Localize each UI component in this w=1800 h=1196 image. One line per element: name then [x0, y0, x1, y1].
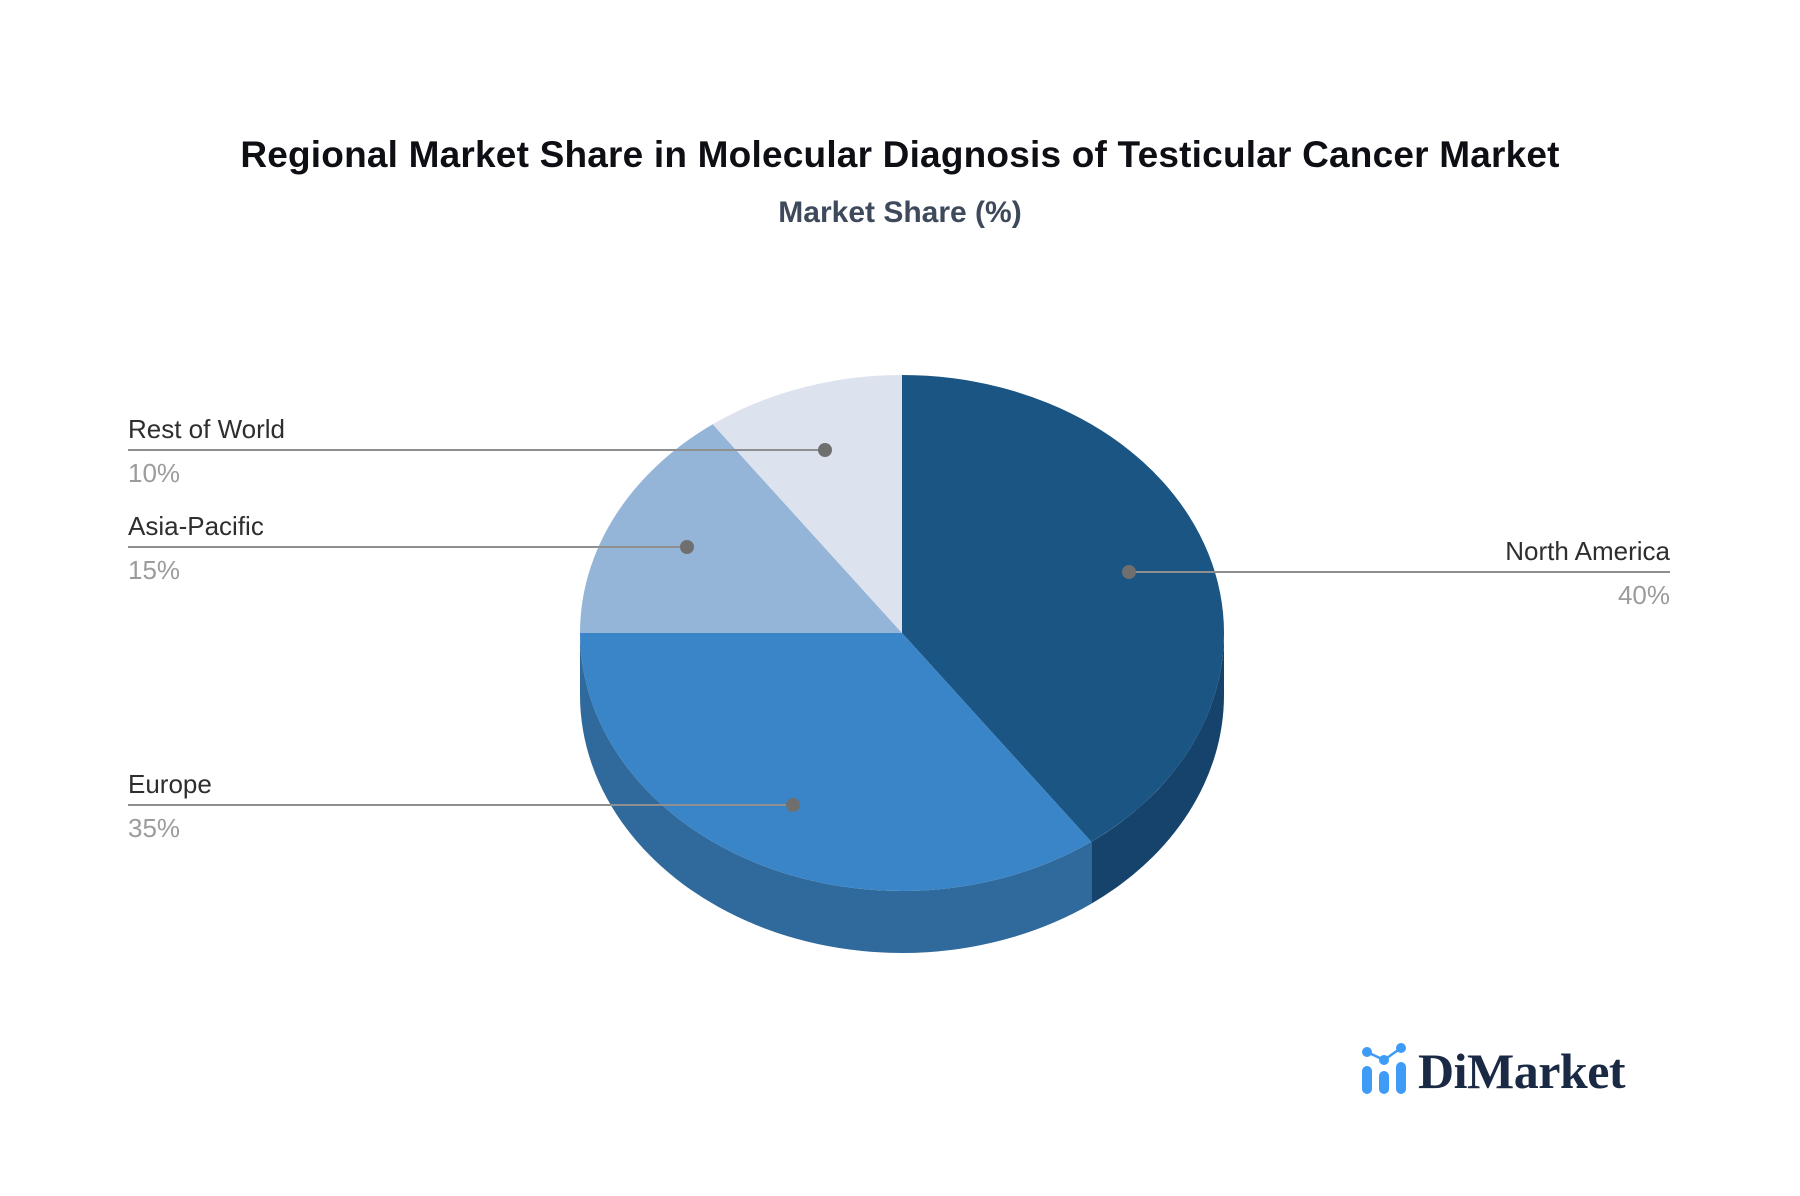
slice-label-europe: Europe [128, 769, 212, 799]
leader-line-north-america [1129, 571, 1670, 573]
leader-dot-asia-pacific [680, 540, 694, 554]
dimarket-logo-text: DiMarket [1418, 1043, 1626, 1099]
leader-line-asia-pacific [128, 546, 687, 548]
pie-slice-north-america[interactable] [902, 375, 1225, 842]
bar-line-chart-icon [1362, 1043, 1406, 1094]
slice-label-north-america: North America [1505, 536, 1670, 566]
leader-line-europe [128, 804, 793, 806]
leader-line-rest-of-world [128, 449, 825, 451]
dimarket-logo: DiMarket [1360, 1038, 1680, 1108]
leader-dot-north-america [1122, 565, 1136, 579]
leader-dot-rest-of-world [818, 443, 832, 457]
pie-slice-europe[interactable] [580, 633, 1092, 892]
chart-subtitle: Market Share (%) [778, 196, 1022, 229]
slice-pct-europe: 35% [128, 813, 181, 843]
leader-dot-europe [786, 798, 800, 812]
slice-pct-asia-pacific: 15% [128, 555, 181, 585]
slice-label-rest-of-world: Rest of World [128, 414, 286, 444]
slice-pct-north-america: 40% [1617, 580, 1670, 610]
slice-pct-rest-of-world: 10% [128, 458, 181, 488]
pie-slice-side-europe[interactable] [580, 633, 1092, 954]
pie-slice-side-north-america[interactable] [1091, 633, 1224, 904]
pie-slice-asia-pacific[interactable] [580, 424, 902, 633]
pie-slice-rest-of-world[interactable] [712, 375, 902, 633]
slice-label-asia-pacific: Asia-Pacific [128, 511, 264, 541]
chart-title: Regional Market Share in Molecular Diagn… [240, 134, 1560, 175]
